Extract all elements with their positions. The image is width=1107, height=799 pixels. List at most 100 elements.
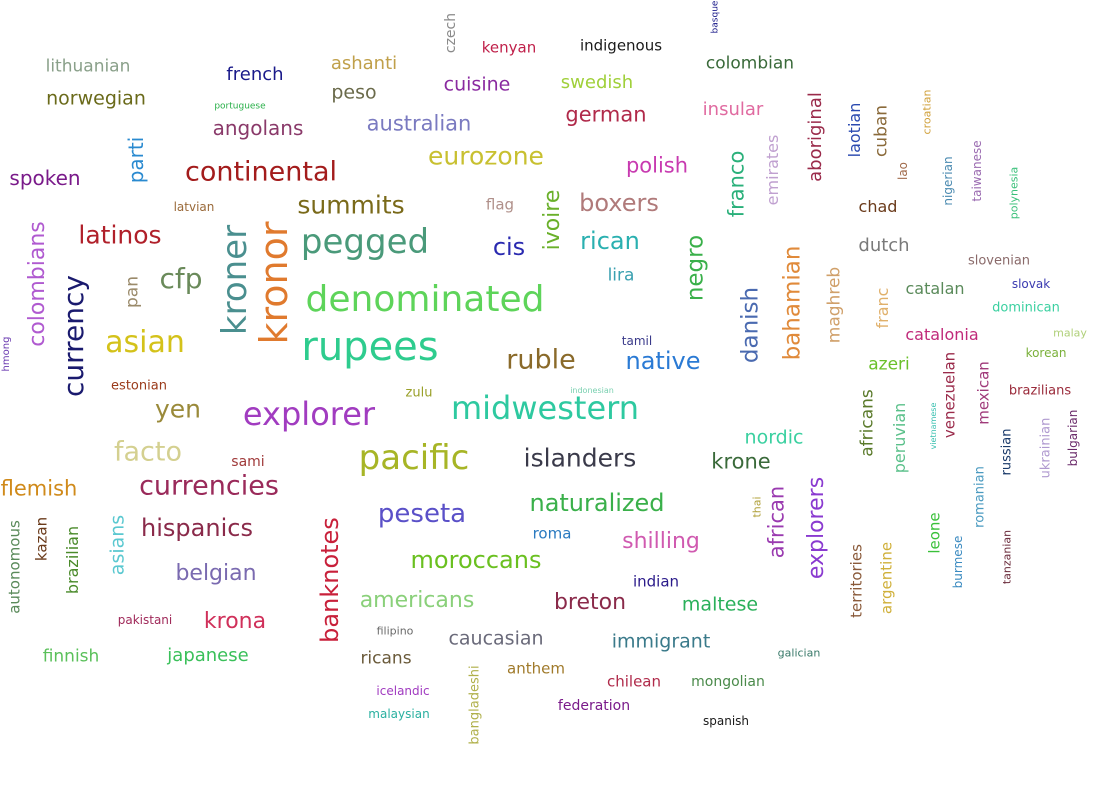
word-norwegian: norwegian	[46, 87, 146, 110]
word-africans: africans	[857, 389, 878, 457]
word-slovak: slovak	[1011, 277, 1051, 291]
word-finnish: finnish	[42, 646, 100, 667]
word-thai: thai	[750, 496, 764, 518]
word-basque: basque	[710, 0, 721, 34]
word-tamil: tamil	[621, 334, 653, 348]
word-ukrainian: ukrainian	[1038, 417, 1054, 479]
word-cfp: cfp	[159, 262, 203, 295]
word-hispanics: hispanics	[141, 514, 253, 542]
word-kenyan: kenyan	[481, 38, 537, 57]
word-portuguese: portuguese	[214, 101, 266, 112]
word-colombians: colombians	[25, 221, 50, 347]
word-vietnamese: vietnamese	[929, 402, 938, 450]
word-leone: leone	[925, 512, 944, 554]
word-immigrant: immigrant	[611, 630, 711, 653]
word-chilean: chilean	[606, 672, 662, 691]
word-polynesia: polynesia	[1007, 166, 1021, 220]
word-facto: facto	[113, 436, 183, 468]
word-catalonia: catalonia	[905, 325, 979, 344]
word-filipino: filipino	[376, 624, 414, 638]
word-rican: rican	[580, 227, 640, 255]
word-franco: franco	[724, 150, 749, 218]
word-boxers: boxers	[579, 189, 659, 217]
word-autonomous: autonomous	[5, 520, 24, 614]
word-krone: krone	[711, 449, 771, 474]
word-emirates: emirates	[763, 134, 782, 206]
word-pacific: pacific	[358, 438, 470, 478]
word-mexican: mexican	[974, 361, 993, 425]
word-german: german	[565, 102, 647, 127]
word-russian: russian	[999, 428, 1015, 476]
word-midwestern: midwestern	[450, 389, 640, 427]
word-nordic: nordic	[744, 426, 804, 449]
word-spanish: spanish	[702, 714, 750, 728]
word-spoken: spoken	[9, 166, 81, 190]
word-ashanti: ashanti	[330, 53, 398, 74]
word-dominican: dominican	[992, 300, 1060, 316]
word-anthem: anthem	[507, 659, 565, 678]
word-bulgarian: bulgarian	[1066, 409, 1080, 467]
word-continental: continental	[184, 156, 338, 188]
word-explorer: explorer	[242, 395, 376, 433]
word-croatian: croatian	[920, 89, 934, 135]
word-maltese: maltese	[681, 593, 759, 616]
word-malaysian: malaysian	[368, 707, 430, 721]
word-lithuanian: lithuanian	[45, 56, 131, 77]
word-venezuelan: venezuelan	[940, 351, 959, 439]
word-african: african	[764, 485, 789, 559]
word-denominated: denominated	[305, 279, 545, 320]
word-estonian: estonian	[111, 378, 167, 394]
word-currencies: currencies	[139, 470, 279, 502]
word-aboriginal: aboriginal	[805, 92, 826, 182]
word-burmese: burmese	[951, 535, 965, 589]
word-indigenous: indigenous	[579, 36, 663, 55]
word-french: french	[226, 64, 284, 85]
word-azeri: azeri	[868, 354, 910, 375]
word-zulu: zulu	[405, 385, 433, 401]
word-kronor: kronor	[252, 221, 296, 345]
word-flag: flag	[485, 195, 515, 214]
word-bahamian: bahamian	[779, 245, 806, 361]
word-lira: lira	[607, 265, 635, 286]
word-banknotes: banknotes	[316, 517, 344, 643]
word-swedish: swedish	[560, 72, 634, 93]
word-hmong: hmong	[1, 336, 12, 372]
word-taiwanese: taiwanese	[970, 140, 984, 202]
word-argentine: argentine	[877, 541, 896, 615]
word-chad: chad	[858, 197, 898, 216]
word-explorers: explorers	[804, 476, 829, 580]
word-islanders: islanders	[523, 443, 637, 473]
word-peso: peso	[331, 81, 377, 104]
word-icelandic: icelandic	[376, 684, 430, 698]
word-roma: roma	[532, 524, 572, 543]
word-shilling: shilling	[622, 529, 700, 554]
word-danish: danish	[737, 286, 764, 364]
word-nigerian: nigerian	[941, 156, 955, 206]
word-rupees: rupees	[301, 324, 439, 370]
word-insular: insular	[702, 99, 764, 120]
word-moroccans: moroccans	[410, 546, 542, 574]
word-laotian: laotian	[845, 102, 864, 158]
word-polish: polish	[625, 153, 689, 178]
word-naturalized: naturalized	[529, 489, 665, 517]
word-territories: territories	[847, 544, 866, 618]
word-czech: czech	[443, 12, 459, 54]
word-mongolian: mongolian	[691, 674, 765, 690]
word-malay: malay	[1053, 326, 1087, 340]
word-kroner: kroner	[215, 224, 255, 336]
word-angolans: angolans	[212, 116, 304, 140]
word-pegged: pegged	[300, 222, 430, 262]
word-bangladeshi: bangladeshi	[467, 665, 483, 745]
word-lao: lao	[896, 161, 910, 181]
word-peseta: peseta	[377, 499, 467, 529]
word-tanzanian: tanzanian	[1000, 529, 1014, 585]
word-yen: yen	[154, 394, 202, 424]
word-federation: federation	[557, 698, 631, 714]
word-eurozone: eurozone	[428, 141, 544, 171]
word-latinos: latinos	[78, 220, 162, 250]
word-parti: parti	[124, 136, 148, 184]
word-pakistani: pakistani	[117, 613, 173, 627]
word-asian: asian	[105, 325, 185, 360]
word-brazilian: brazilian	[63, 525, 82, 595]
